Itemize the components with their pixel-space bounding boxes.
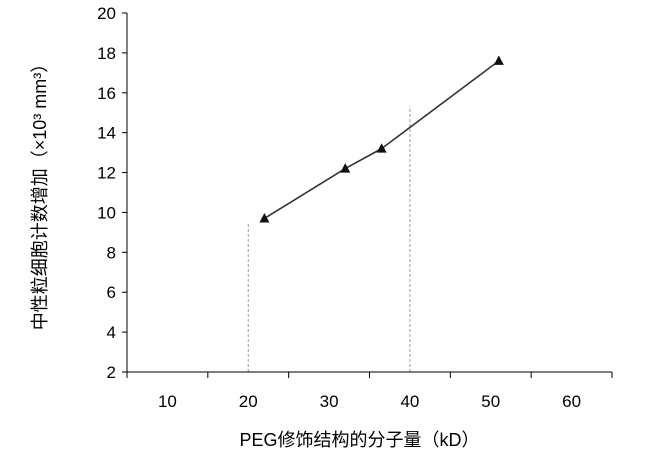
x-axis-label: PEG修饰结构的分子量（kD） [239,430,479,450]
y-tick-label: 4 [107,323,116,342]
x-tick-label: 40 [400,392,419,411]
y-ticks: 2 4 6 8 10 12 14 16 18 20 [97,4,127,382]
y-tick-label: 2 [107,363,116,382]
data-point-marker [493,55,504,65]
y-axis-label: 中性粒细胞计数增加（×10³ mm³） [30,55,50,331]
data-point-marker [340,163,351,173]
x-tick-label: 50 [481,392,500,411]
y-tick-label: 8 [107,243,116,262]
data-point-marker [376,143,387,153]
x-tick-label: 30 [320,392,339,411]
data-point-marker [259,213,270,223]
y-tick-label: 14 [97,124,116,143]
x-tick-label: 10 [158,392,177,411]
y-tick-label: 12 [97,164,116,183]
x-tick-label: 20 [239,392,258,411]
x-ticks: 10 20 30 40 50 60 [126,372,613,411]
x-tick-label: 60 [562,392,581,411]
y-tick-label: 18 [97,44,116,63]
reference-lines [247,106,411,372]
y-tick-label: 20 [97,4,116,23]
series-line [263,60,500,220]
series [259,55,504,223]
y-tick-label: 16 [97,84,116,103]
y-tick-label: 6 [107,283,116,302]
axes [126,13,612,373]
y-tick-label: 10 [97,203,116,222]
